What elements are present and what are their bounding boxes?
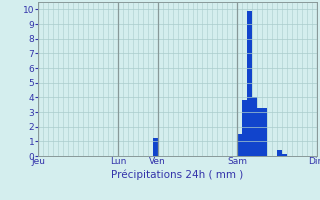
Bar xyxy=(262,108,267,156)
Bar xyxy=(153,138,158,156)
Bar xyxy=(282,154,287,156)
Bar xyxy=(257,108,262,156)
X-axis label: Précipitations 24h ( mm ): Précipitations 24h ( mm ) xyxy=(111,169,244,180)
Bar xyxy=(277,150,282,156)
Bar xyxy=(237,134,242,156)
Bar xyxy=(252,97,257,156)
Bar xyxy=(247,11,252,156)
Bar xyxy=(242,100,247,156)
